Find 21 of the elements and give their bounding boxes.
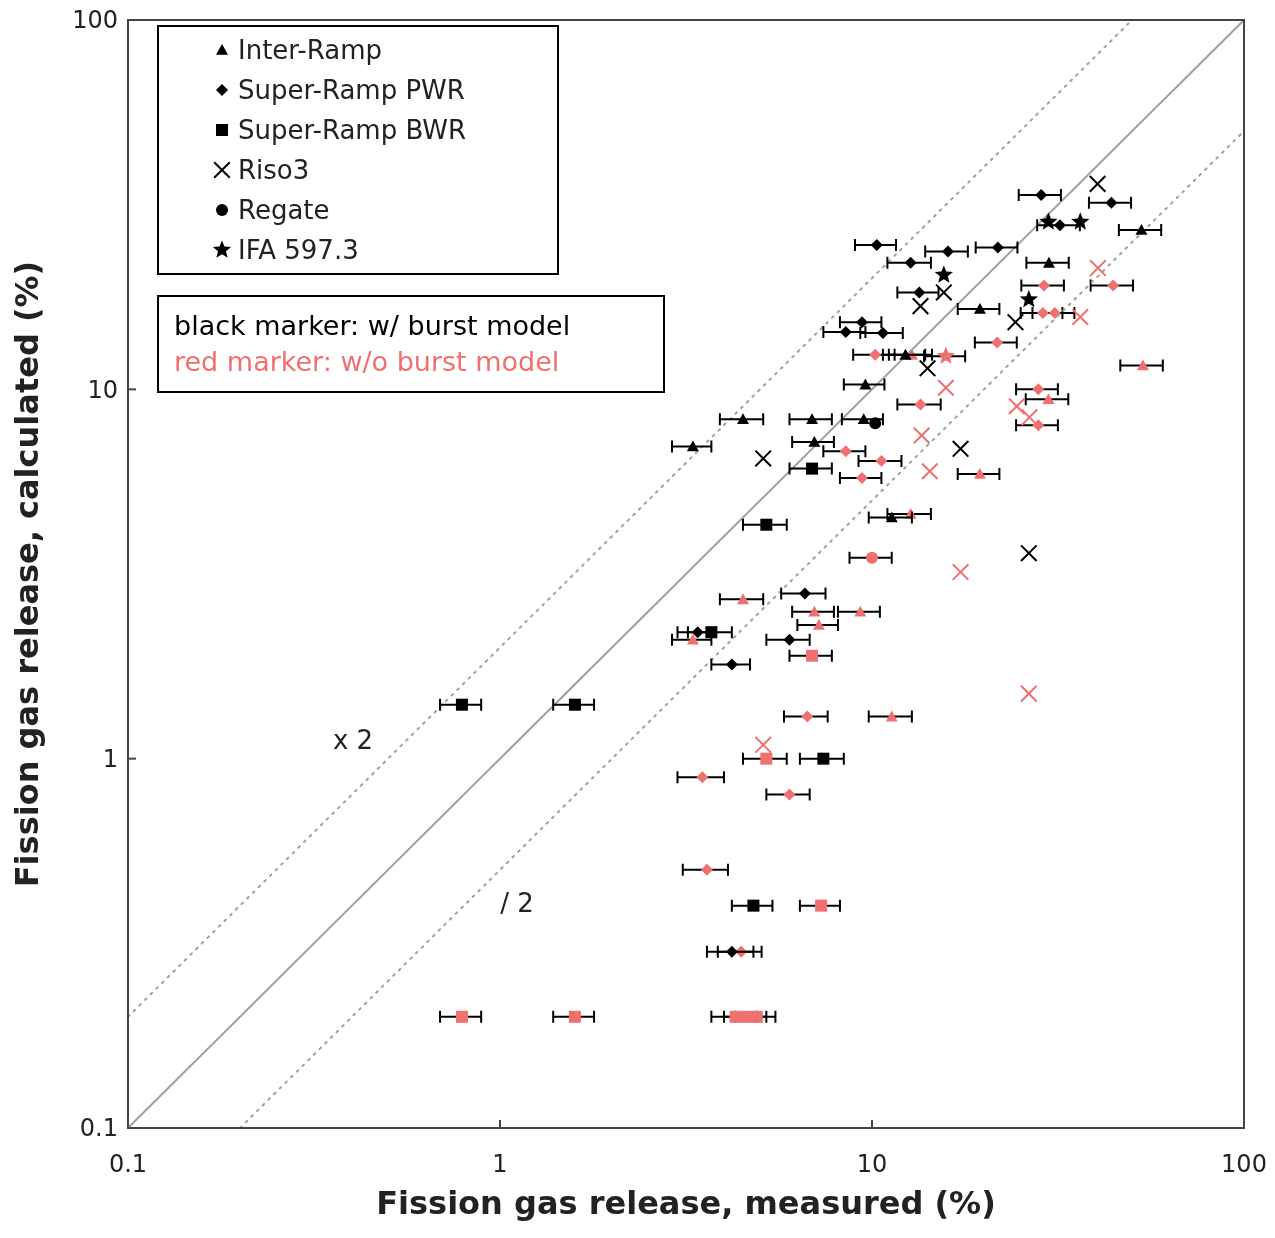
- x-tick-label: 1: [492, 1150, 508, 1178]
- x-tick-label: 100: [1221, 1150, 1267, 1178]
- legend-label: Riso3: [238, 155, 310, 186]
- legend-label: Regate: [238, 195, 330, 226]
- y-tick-label: 100: [72, 6, 118, 35]
- note-box: black marker: w/ burst model red marker: w/o burst model: [157, 295, 665, 393]
- legend-label: Super-Ramp PWR: [238, 75, 465, 106]
- y-axis-title: Fission gas release, calculated (%): [8, 260, 46, 888]
- legend-label: Super-Ramp BWR: [238, 115, 467, 146]
- y-tick-label: 10: [87, 375, 118, 404]
- series-label: / 2: [500, 888, 534, 919]
- y-tick-label: 1: [102, 745, 118, 774]
- x-axis-title: Fission gas release, measured (%): [376, 1184, 996, 1222]
- legend-label: Inter-Ramp: [238, 35, 383, 66]
- x-tick-label: 0.1: [108, 1150, 148, 1178]
- legend-label: IFA 597.3: [238, 235, 359, 266]
- series-label: x 2: [332, 725, 374, 756]
- annotation: red marker: w/o burst model: [174, 346, 560, 378]
- x-tick-label: 10: [856, 1150, 888, 1178]
- y-tick-label: 0.1: [79, 1114, 118, 1143]
- annotation: black marker: w/ burst model: [174, 310, 571, 342]
